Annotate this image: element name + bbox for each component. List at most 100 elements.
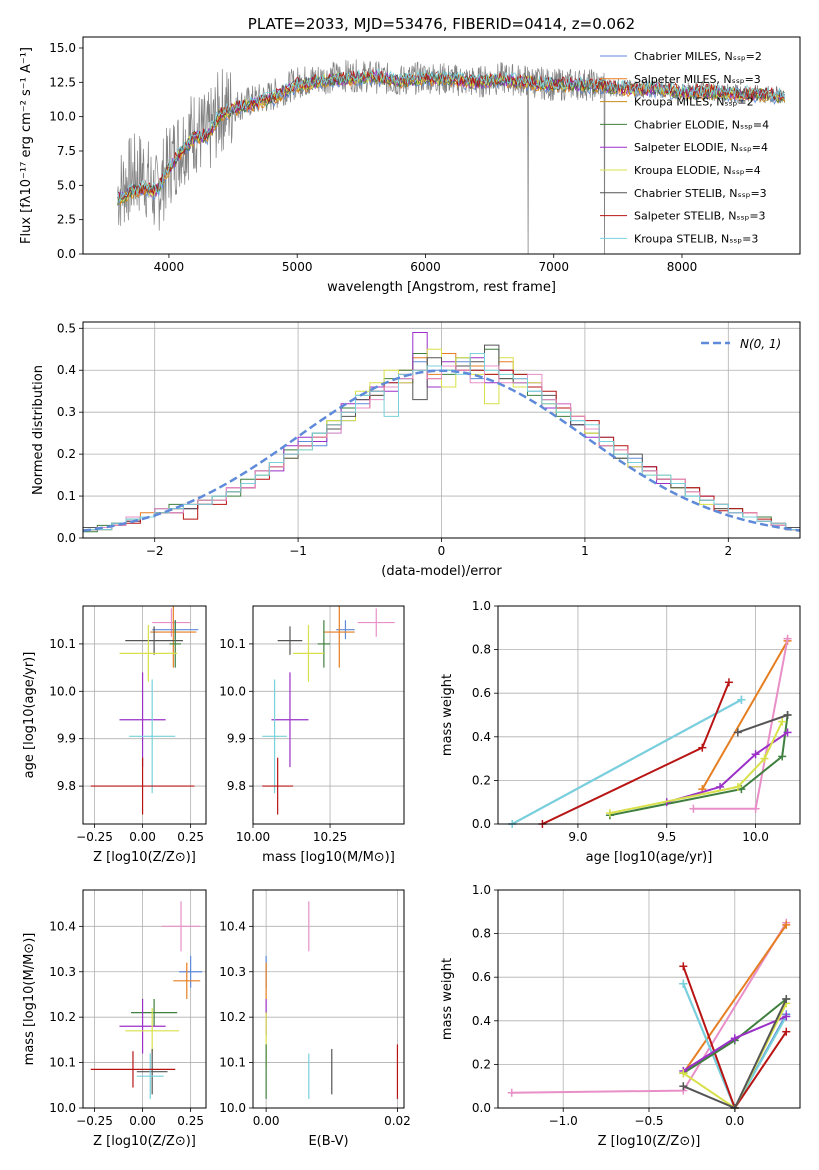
x-tick-label: 0.25 — [177, 830, 204, 844]
mass-weight-line — [682, 998, 788, 1108]
y-tick-label: 9.8 — [227, 779, 246, 793]
x-tick-label: −1 — [289, 544, 307, 558]
y-tick-label: 10.3 — [219, 965, 246, 979]
x-tick-label: 0.25 — [177, 1114, 204, 1128]
axes-frame — [252, 605, 405, 825]
mass-weight-line — [682, 1002, 788, 1108]
x-tick-label: 0.00 — [129, 1114, 156, 1128]
y-tick-label: 0.0 — [57, 247, 76, 261]
errorbar-panel-3: 10.00 10.25 9.8 9.9 10.0 10.1 mass [log10(M/M⊙… — [219, 605, 405, 865]
y-tick-label: 0.8 — [472, 927, 491, 941]
axes-frame — [82, 889, 207, 1109]
y-tick-label: 0.6 — [472, 970, 491, 984]
y-tick-label: 1.0 — [472, 599, 491, 613]
legend-entry: Chabrier STELIB, Nₛₛₚ=3 — [634, 187, 767, 200]
mass-weight-line — [609, 714, 789, 817]
y-tick-label: 10.0 — [49, 110, 76, 124]
y-tick-label: 10.0 — [219, 1101, 246, 1115]
mass-weight-line — [682, 924, 788, 1074]
y-tick-label: 0.6 — [472, 686, 491, 700]
y-tick-label: 10.0 — [49, 684, 76, 698]
y-tick-label: 0.2 — [472, 1057, 491, 1071]
x-tick-label: 0.00 — [129, 830, 156, 844]
x-axis-label: Z [log10(Z/Z⊙)] — [93, 850, 196, 865]
x-axis-label: mass [log10(M/M⊙)] — [262, 850, 395, 865]
y-axis-label: Normed distribution — [31, 365, 46, 495]
errorbar-panel-5: −0.25 0.00 0.25 10.0 10.1 10.2 10.3 10.4 Z [log1… — [22, 889, 207, 1149]
y-axis-label: Flux [fλ10⁻¹⁷ erg cm⁻² s⁻¹ A⁻¹] — [19, 47, 34, 244]
y-axis-label: age [log10(age/yr)] — [22, 652, 37, 779]
mass-weight-line — [541, 681, 730, 824]
x-tick-label: 6000 — [410, 260, 441, 274]
model-spectrum-line — [117, 72, 785, 204]
axes-frame — [82, 321, 801, 539]
y-tick-label: 2.5 — [57, 213, 76, 227]
x-tick-label: 7000 — [538, 260, 569, 274]
y-tick-label: 0.0 — [472, 1101, 491, 1115]
y-tick-label: 9.8 — [57, 779, 76, 793]
y-tick-label: 0.0 — [57, 531, 76, 545]
axes-frame — [252, 889, 405, 1109]
spectrum-panel: 4000 5000 6000 7000 8000 0.0 2.5 5.0 7.5 10.0 12.5… — [19, 15, 801, 295]
y-tick-label: 0.1 — [57, 489, 76, 503]
y-tick-label: 0.2 — [472, 773, 491, 787]
mass-weight-line — [609, 721, 784, 815]
x-tick-label: −2 — [146, 544, 164, 558]
x-axis-label: age [log10(age/yr)] — [586, 850, 713, 865]
x-tick-label: 5000 — [282, 260, 313, 274]
y-tick-label: 0.4 — [57, 363, 76, 377]
axes-frame — [82, 36, 801, 255]
y-tick-label: 0.3 — [57, 405, 76, 419]
x-tick-label: 1 — [581, 544, 589, 558]
y-tick-label: 0.2 — [57, 447, 76, 461]
legend-entry: Salpeter ELODIE, Nₛₛₚ=4 — [634, 141, 768, 154]
mass-weight-line — [737, 714, 788, 734]
x-tick-label: −0.25 — [76, 1114, 113, 1128]
y-tick-label: 0.8 — [472, 643, 491, 657]
y-tick-label: 0.5 — [57, 321, 76, 335]
y-tick-label: 10.2 — [49, 1010, 76, 1024]
x-tick-label: 0.0 — [725, 1114, 744, 1128]
legend-entry: Kroupa MILES, Nₛₛₚ=2 — [634, 96, 754, 109]
mass-weight-panel-4: 9.0 9.5 10.0 0.0 0.2 0.4 0.6 0.8 1.0 age [log10(a… — [440, 599, 801, 865]
normal-curve — [83, 369, 800, 532]
y-tick-label: 10.1 — [219, 637, 246, 651]
x-tick-label: 9.0 — [568, 830, 587, 844]
x-tick-label: −1.0 — [549, 1114, 578, 1128]
legend-entry: Kroupa STELIB, Nₛₛₚ=3 — [634, 232, 758, 245]
x-tick-label: 4000 — [154, 260, 185, 274]
errorbar-panel-6: 0.00 0.02 10.0 10.1 10.2 10.3 10.4 E(B-V) — [219, 889, 411, 1149]
y-tick-label: 12.5 — [49, 75, 76, 89]
y-tick-label: 15.0 — [49, 41, 76, 55]
x-tick-label: 9.5 — [657, 830, 676, 844]
y-tick-label: 10.3 — [49, 965, 76, 979]
y-tick-label: 10.1 — [49, 1056, 76, 1070]
y-tick-label: 7.5 — [57, 144, 76, 158]
axes-frame — [497, 605, 801, 825]
y-axis-label: mass weight — [440, 674, 455, 756]
x-tick-label: 10.00 — [236, 830, 270, 844]
y-tick-label: 10.0 — [219, 684, 246, 698]
mass-weight-line — [701, 640, 789, 790]
y-tick-label: 10.4 — [49, 919, 76, 933]
x-tick-label: −0.25 — [76, 830, 113, 844]
y-tick-label: 1.0 — [472, 883, 491, 897]
y-axis-label: mass weight — [440, 958, 455, 1040]
axes-frame — [82, 605, 207, 825]
mass-weight-line — [682, 983, 788, 1108]
x-tick-label: 0.02 — [384, 1114, 411, 1128]
y-tick-label: 10.1 — [219, 1056, 246, 1070]
x-axis-label: Z [log10(Z/Z⊙)] — [93, 1134, 196, 1149]
errorbar-panel-2: −0.25 0.00 0.25 9.8 9.9 10.0 10.1 Z [log10(Z/Z⊙… — [22, 605, 207, 865]
legend-entry: Salpeter STELIB, Nₛₛₚ=3 — [634, 210, 766, 223]
x-tick-label: 0 — [438, 544, 446, 558]
y-tick-label: 0.4 — [472, 1014, 491, 1028]
x-axis-label: (data-model)/error — [381, 564, 502, 579]
y-tick-label: 10.0 — [49, 1101, 76, 1115]
axes-frame — [497, 889, 801, 1109]
legend-entry: Kroupa ELODIE, Nₛₛₚ=4 — [634, 164, 761, 177]
x-axis-label: wavelength [Angstrom, rest frame] — [327, 280, 556, 295]
residual-histogram-panel: −2 −1 0 1 2 0.0 0.1 0.2 0.3 0.4 0.5 (data-model)/er… — [31, 321, 801, 579]
x-axis-label: E(B-V) — [308, 1134, 348, 1149]
